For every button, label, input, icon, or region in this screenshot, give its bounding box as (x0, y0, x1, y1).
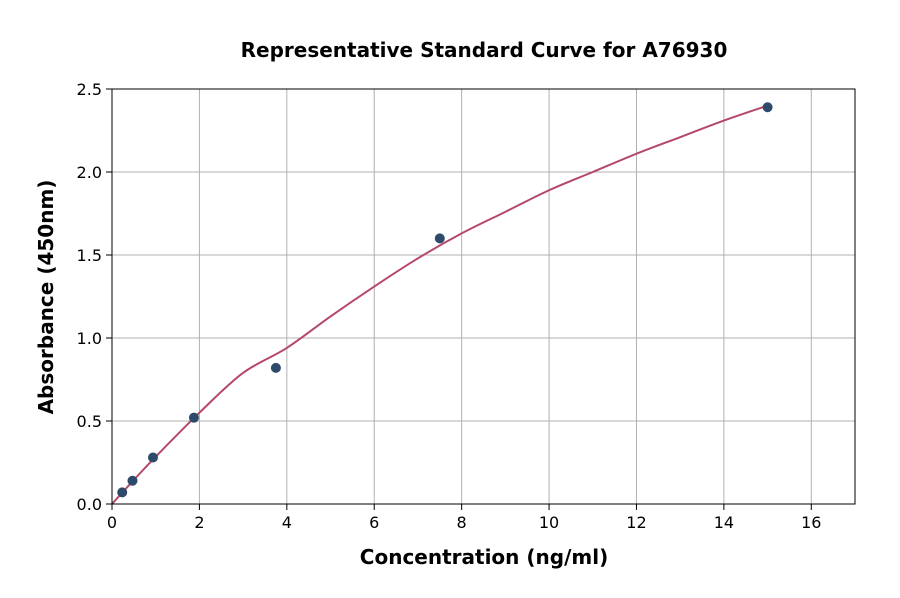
data-point (117, 487, 128, 498)
x-tick-label: 0 (107, 513, 117, 532)
x-axis-ticks: 0 2 4 6 8 10 12 14 16 (107, 504, 821, 532)
data-points-layer (117, 102, 773, 498)
data-point (270, 362, 281, 373)
plot-frame (111, 88, 856, 505)
y-tick-label: 0.0 (77, 495, 102, 514)
x-tick-label: 8 (457, 513, 467, 532)
data-point (762, 102, 773, 113)
x-tick-label: 2 (194, 513, 204, 532)
y-axis-ticks: 0.0 0.5 1.0 1.5 2.0 2.5 (77, 80, 112, 514)
x-tick-label: 16 (801, 513, 821, 532)
x-tick-label: 12 (626, 513, 646, 532)
x-tick-label: 4 (282, 513, 292, 532)
data-point (434, 233, 445, 244)
data-point (127, 475, 138, 486)
chart-title: Representative Standard Curve for A76930 (241, 38, 728, 62)
data-point (188, 412, 199, 423)
fit-curve-layer (111, 104, 768, 505)
x-tick-label: 10 (539, 513, 559, 532)
x-tick-label: 14 (714, 513, 734, 532)
y-tick-label: 1.0 (77, 329, 102, 348)
y-tick-label: 0.5 (77, 412, 102, 431)
data-point (147, 452, 158, 463)
y-tick-label: 1.5 (77, 246, 102, 265)
grid-lines (111, 88, 855, 505)
y-tick-label: 2.5 (77, 80, 102, 99)
x-axis-label: Concentration (ng/ml) (360, 545, 608, 569)
x-tick-label: 6 (369, 513, 379, 532)
y-tick-label: 2.0 (77, 163, 102, 182)
fit-curve-line (111, 104, 768, 505)
y-axis-label: Absorbance (450nm) (34, 180, 58, 415)
